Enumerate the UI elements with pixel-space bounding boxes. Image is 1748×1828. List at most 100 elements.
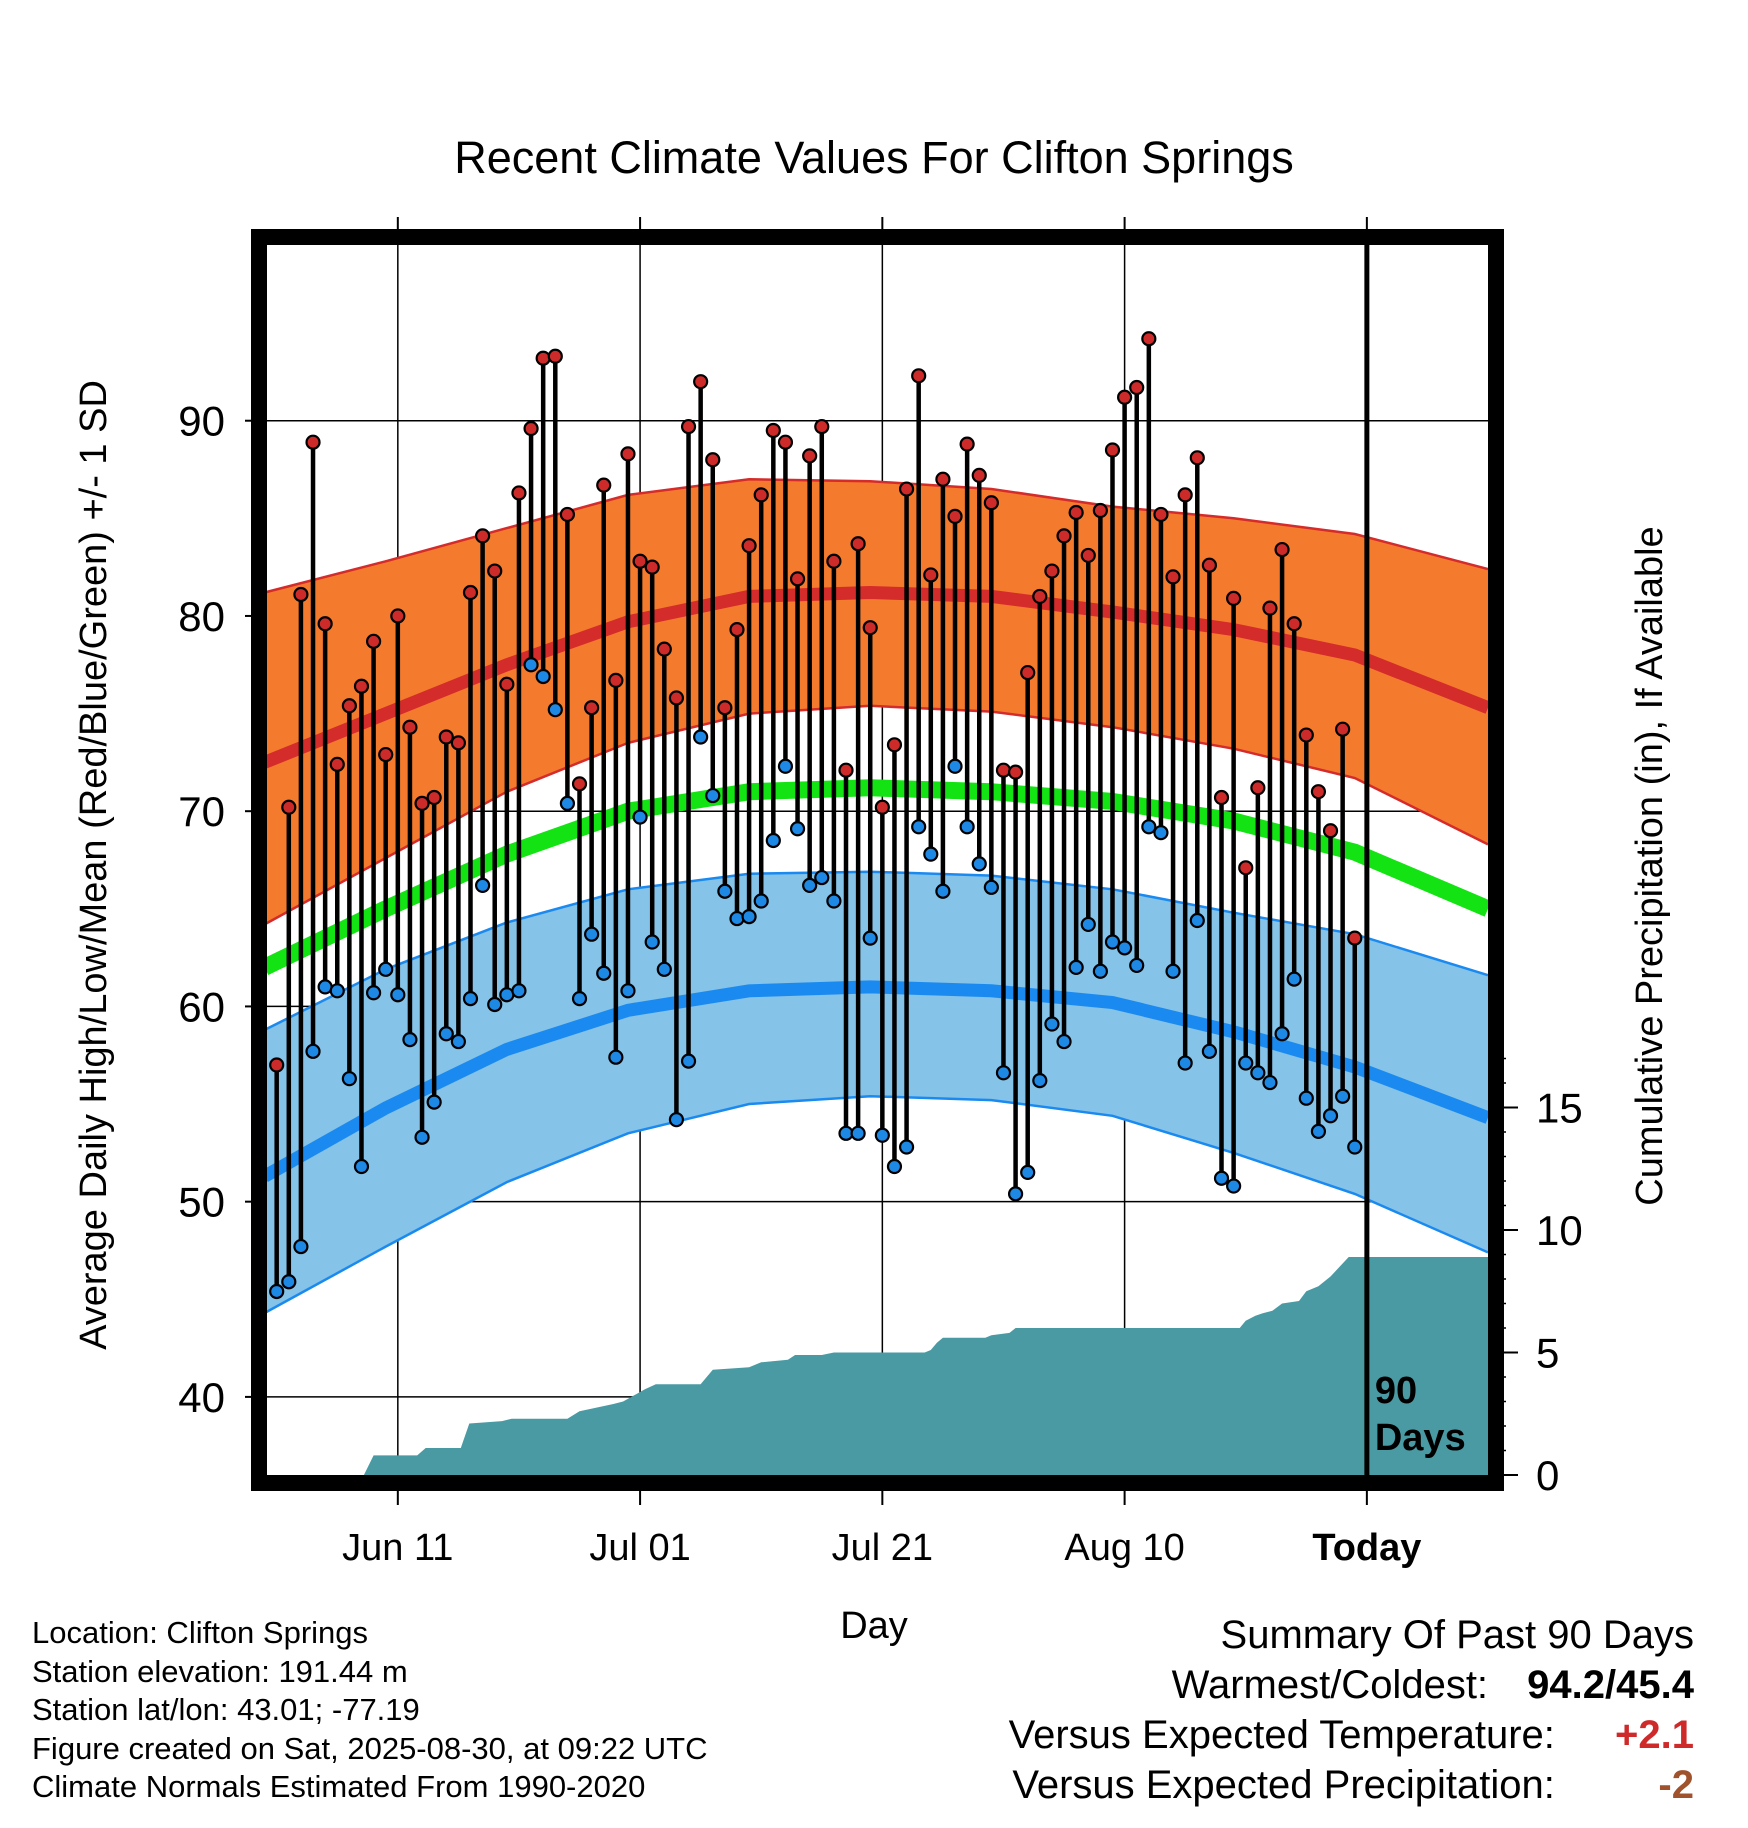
high-temp-point bbox=[571, 776, 588, 792]
high-temp-point bbox=[947, 508, 963, 524]
low-temp-point bbox=[571, 991, 588, 1007]
daily-observations bbox=[269, 331, 1363, 1300]
high-temp-point bbox=[802, 448, 818, 464]
today-marker-label: 90 bbox=[1375, 1370, 1417, 1412]
low-temp-point bbox=[584, 926, 600, 942]
high-temp-point bbox=[1092, 502, 1108, 519]
high-temp-point bbox=[741, 538, 757, 554]
high-temp-point bbox=[1141, 331, 1157, 347]
today-marker-label-2: Days bbox=[1375, 1417, 1466, 1459]
high-temp-point bbox=[1044, 563, 1060, 579]
low-temp-point bbox=[947, 758, 963, 774]
high-temp-point bbox=[511, 485, 527, 501]
high-sd-band bbox=[264, 479, 1489, 925]
low-temp-point bbox=[1201, 1043, 1217, 1059]
low-temp-point bbox=[632, 809, 648, 825]
high-temp-point bbox=[1286, 616, 1302, 632]
low-temp-point bbox=[826, 893, 842, 909]
high-temp-point bbox=[765, 422, 781, 439]
x-tick-label: Jun 11 bbox=[342, 1527, 453, 1569]
low-temp-point bbox=[450, 1033, 466, 1050]
low-temp-point bbox=[886, 1158, 903, 1175]
low-temp-point bbox=[971, 856, 987, 872]
x-tick-label: Jul 01 bbox=[589, 1527, 690, 1569]
low-temp-point bbox=[644, 934, 660, 950]
low-temp-point bbox=[1044, 1016, 1060, 1032]
low-temp-point bbox=[1080, 916, 1096, 933]
axes-layer: 90 Days 40 50 60 70 80 90 0 5 10 15 Jun 11 Jul 01 Jul … bbox=[178, 217, 1583, 1569]
temp-anomaly-label: Versus Expected Temperature: bbox=[1008, 1713, 1555, 1757]
high-temp-point bbox=[935, 471, 951, 487]
low-temp-point bbox=[1298, 1090, 1314, 1106]
y-tick-label: 80 bbox=[178, 593, 225, 640]
high-temp-point bbox=[729, 622, 745, 638]
low-temp-point bbox=[995, 1065, 1012, 1081]
high-temp-point bbox=[886, 737, 903, 753]
elevation-text: Station elevation: 191.44 m bbox=[32, 1653, 408, 1689]
high-temp-point bbox=[995, 762, 1012, 778]
low-temp-point bbox=[620, 983, 636, 999]
high-temp-point bbox=[959, 436, 975, 452]
low-temp-point bbox=[814, 869, 830, 886]
y2-tick-label: 0 bbox=[1536, 1452, 1559, 1499]
low-sd-band bbox=[264, 871, 1489, 1313]
low-temp-point bbox=[1335, 1088, 1351, 1104]
low-temp-point bbox=[1153, 825, 1169, 841]
low-temp-point bbox=[741, 909, 757, 925]
high-temp-point bbox=[438, 729, 454, 745]
low-temp-point bbox=[1020, 1164, 1036, 1180]
precipitation-area bbox=[267, 1257, 1488, 1475]
low-temp-point bbox=[911, 819, 927, 835]
high-temp-point bbox=[414, 795, 430, 811]
low-temp-point bbox=[1165, 963, 1181, 979]
low-temp-point bbox=[789, 821, 806, 837]
high-temp-point bbox=[644, 559, 660, 575]
low-temp-point bbox=[753, 893, 769, 909]
low-temp-point bbox=[475, 877, 491, 893]
high-temp-point bbox=[402, 719, 418, 735]
low-temp-point bbox=[693, 729, 709, 745]
high-temp-point bbox=[1177, 487, 1193, 503]
high-temp-point bbox=[668, 690, 685, 706]
high-temp-point bbox=[1310, 784, 1327, 800]
low-temp-point bbox=[680, 1053, 697, 1069]
high-temp-point bbox=[523, 420, 539, 437]
high-temp-point bbox=[1335, 721, 1351, 737]
low-temp-point bbox=[487, 996, 503, 1013]
low-temp-point bbox=[1056, 1033, 1072, 1050]
low-temp-point bbox=[1310, 1123, 1327, 1139]
y-axis-label: Average Daily High/Low/Mean (Red/Blue/Gr… bbox=[73, 380, 115, 1350]
high-temp-point bbox=[862, 620, 878, 636]
high-temp-point bbox=[365, 633, 382, 649]
high-temp-point bbox=[777, 434, 794, 450]
high-temp-point bbox=[293, 586, 309, 603]
low-temp-point bbox=[874, 1127, 890, 1143]
low-temp-point bbox=[1007, 1186, 1024, 1202]
x-tick-label: Jul 21 bbox=[832, 1527, 933, 1569]
high-temp-point bbox=[1250, 780, 1266, 796]
precip-anomaly-row: Versus Expected Precipitation: -2 bbox=[1009, 1760, 1694, 1810]
low-temp-point bbox=[402, 1032, 418, 1048]
high-temp-point bbox=[983, 495, 999, 511]
high-temp-point bbox=[462, 584, 479, 601]
low-temp-point bbox=[668, 1112, 685, 1128]
y-tick-label: 40 bbox=[178, 1374, 225, 1421]
high-temp-point bbox=[1153, 506, 1169, 523]
high-temp-point bbox=[850, 536, 866, 552]
high-temp-point bbox=[874, 799, 890, 815]
low-temp-point bbox=[1286, 971, 1302, 987]
high-temp-point bbox=[1226, 590, 1242, 606]
high-temp-point bbox=[269, 1057, 285, 1073]
low-temp-point bbox=[414, 1129, 430, 1145]
low-temp-point bbox=[765, 832, 781, 849]
low-temp-point bbox=[341, 1071, 357, 1087]
summary-title: Summary Of Past 90 Days bbox=[1220, 1613, 1694, 1657]
high-temp-point bbox=[341, 698, 357, 714]
low-temp-point bbox=[329, 983, 345, 999]
high-temp-point bbox=[584, 700, 600, 716]
precip-anomaly-value: -2 bbox=[1658, 1763, 1694, 1807]
low-temp-point bbox=[802, 877, 818, 893]
high-normal-line bbox=[262, 585, 1491, 769]
low-temp-point bbox=[1322, 1108, 1339, 1124]
low-temp-point bbox=[1104, 934, 1121, 950]
